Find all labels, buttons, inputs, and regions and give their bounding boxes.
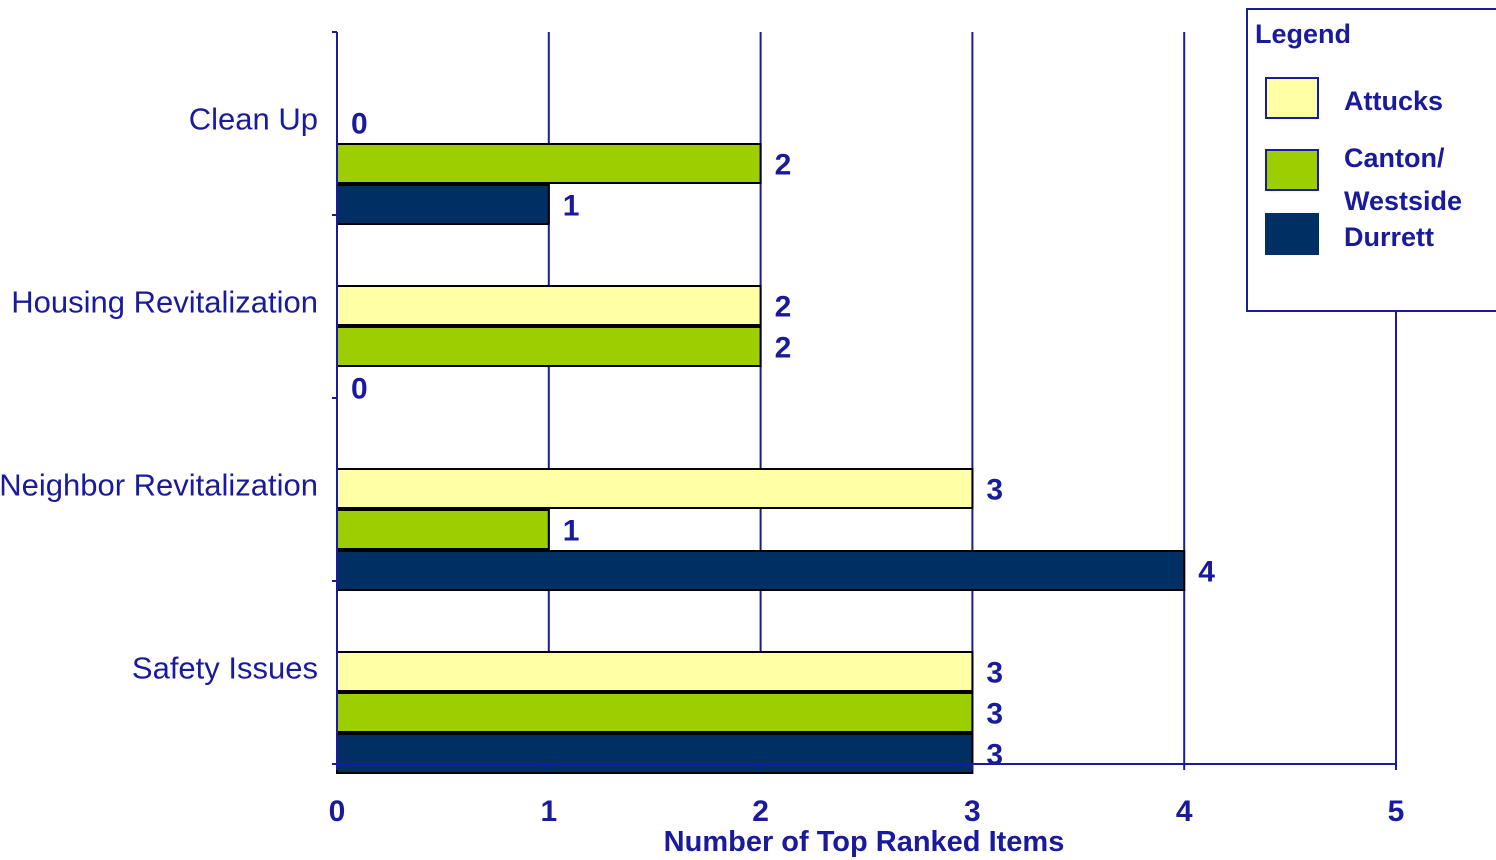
x-tick-label-2: 2 [752,795,769,828]
x-tick-label-3: 3 [964,795,981,828]
legend-title: Legend [1255,19,1351,49]
x-tick-label-5: 5 [1388,795,1405,828]
bar-1-1 [336,326,762,367]
bar-2-2 [336,550,1186,591]
value-label-3-1: 3 [986,698,1003,731]
bar-3-1 [336,692,974,733]
bar-0-2 [336,184,550,225]
bar-3-2 [336,733,974,774]
value-label-2-2: 4 [1198,556,1215,589]
category-label-2: Neighbor Revitalization [0,468,318,503]
x-tick-labels: 0 1 2 3 4 5 [329,795,1405,828]
legend-label-1: Canton/Westside [1344,143,1462,216]
category-labels: Clean Up Housing Revitalization Neighbor R… [0,102,318,686]
x-axis-label: Number of Top Ranked Items [664,826,1065,858]
axes [332,31,1397,770]
value-label-3-0: 3 [986,657,1003,690]
bar-3-0 [336,651,974,692]
bars [336,143,1186,774]
value-label-0-1: 2 [775,149,792,182]
category-label-0: Clean Up [189,102,318,137]
legend: Legend Attucks Canton/Westside Durrett [1246,8,1496,312]
value-label-1-2: 0 [351,373,368,406]
x-tick-label-4: 4 [1176,795,1193,828]
value-label-1-0: 2 [775,291,792,324]
value-label-1-1: 2 [775,332,792,365]
bar-1-0 [336,285,762,326]
bar-2-0 [336,468,974,509]
value-label-0-0: 0 [351,108,368,141]
legend-swatch-0 [1265,77,1319,119]
x-tick-label-0: 0 [329,795,346,828]
category-label-1: Housing Revitalization [11,285,318,320]
value-label-3-2: 3 [986,739,1003,772]
legend-label-2: Durrett [1344,222,1434,252]
value-label-0-2: 1 [563,190,580,223]
value-label-2-0: 3 [986,474,1003,507]
category-label-3: Safety Issues [132,651,318,686]
bar-0-1 [336,143,762,184]
value-label-2-1: 1 [563,515,580,548]
legend-swatch-1 [1265,149,1319,191]
value-labels: 0 2 1 2 2 0 3 1 4 3 3 3 [351,108,1215,772]
legend-label-0: Attucks [1344,86,1443,116]
x-tick-label-1: 1 [540,795,557,828]
bar-2-1 [336,509,550,550]
legend-swatch-2 [1265,213,1319,255]
